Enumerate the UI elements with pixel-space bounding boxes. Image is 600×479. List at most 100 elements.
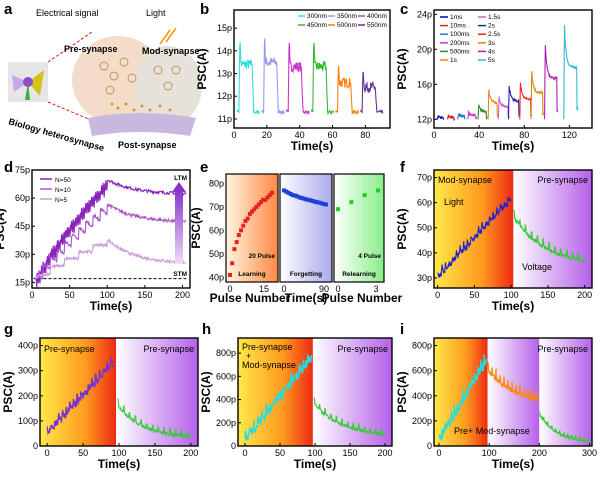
y-tick-label: 200p (412, 416, 432, 426)
y-tick-label: 60p (15, 193, 30, 203)
y-tick-label: 0 (427, 441, 432, 451)
panel-letter-d: d (4, 159, 13, 176)
y-tick-label: 45p (15, 221, 30, 231)
legend-entry: N=5 (55, 197, 67, 204)
chart-h: 0 50 100 150 200 0 200p 400p 600p 800p Time(s) PSC(… (199, 337, 393, 471)
legend-entry: 350nm (337, 13, 357, 20)
ltm-arrow-head (172, 182, 186, 192)
panel-letter-h: h (202, 321, 211, 338)
legend-entry: 2.5s (488, 31, 501, 38)
y-tick-label: 15p (217, 23, 232, 33)
series-line-500ms (477, 104, 488, 121)
data-point (241, 223, 246, 228)
data-point (310, 199, 315, 203)
x-tick-label: 300 (582, 448, 597, 458)
x-tick-label: 100 (100, 290, 115, 300)
x-axis-label: Pulse Number (210, 291, 291, 305)
series-line-200ms (467, 109, 478, 120)
label-mod-synapse: Mod-synapse (142, 46, 200, 56)
series-line-1.5s (497, 96, 510, 120)
y-tick-label: 200p (18, 391, 38, 401)
legend-entry: 400nm (367, 13, 387, 20)
x-tick-label: 100 (111, 448, 126, 458)
series-line-2s (507, 85, 521, 120)
legend-entry: 550nm (367, 22, 387, 29)
data-point (282, 188, 286, 193)
y-tick-label: 24p (417, 9, 432, 19)
plot-frame (433, 9, 593, 129)
region-label: Mod-synapse (438, 175, 492, 185)
data-point (252, 207, 257, 212)
region-background (116, 338, 198, 446)
data-point (336, 207, 340, 212)
legend-entry: 450nm (307, 22, 327, 29)
data-point (250, 209, 255, 214)
region-label: Mod-synapse (242, 360, 296, 370)
data-point (267, 193, 272, 198)
panel-letter-e: e (200, 159, 208, 176)
annotation-light: Light (444, 197, 464, 207)
region-label: Pre-synapse (337, 344, 388, 354)
label-light: Light (146, 8, 166, 18)
x-tick-label: 150 (540, 290, 555, 300)
legend-entry: 1ms (450, 14, 463, 21)
region-label-plus: + (246, 351, 251, 361)
data-point (317, 200, 322, 205)
y-tick-label: 60p (209, 225, 224, 235)
y-axis-label: PSC(A) (1, 371, 15, 412)
legend-entry: 500ms (450, 48, 470, 55)
panel-letter-a: a (4, 1, 13, 18)
y-tick-label: 0 (33, 441, 38, 451)
x-axis-label: Pulse Number (322, 291, 403, 305)
subplot-label: 4 Pulse (358, 253, 381, 260)
panel-letter-c: c (400, 1, 408, 18)
legend-entry: 200ms (450, 40, 470, 47)
series-line-4s (544, 44, 559, 120)
chart-b: 0 20 40 60 80 11p 12p 13p 14p 15p Time(s) PSC(A) 300… (195, 9, 391, 153)
y-tick-label: 400p (216, 395, 236, 405)
series-line-mod-synapse (437, 196, 512, 279)
y-tick-label: 200p (216, 418, 236, 428)
y-tick-label: 12p (217, 91, 232, 101)
chart-f: 0 50 100 150 200 30p 40p 50p 60p 70p Time(s) PSC(A)… (395, 169, 593, 313)
post-synapse-body (88, 113, 196, 136)
stm-label: STM (173, 271, 187, 278)
data-point (301, 196, 306, 201)
vesicles (99, 57, 181, 95)
y-axis-label: PSC(A) (189, 207, 203, 248)
series-line-1s (487, 89, 499, 120)
x-tick-label: 150 (147, 448, 162, 458)
series-line-400nm (285, 42, 310, 115)
data-point (232, 247, 237, 252)
y-tick-label: 20p (417, 44, 432, 54)
plot-frame (433, 169, 593, 289)
data-point (297, 195, 302, 200)
data-point (239, 228, 244, 233)
y-tick-label: 800p (216, 348, 236, 358)
region-label: Pre-synapse (143, 344, 194, 354)
data-point (324, 202, 328, 207)
x-tick-label: 100 (504, 290, 519, 300)
y-tick-label: 75p (15, 165, 30, 175)
legend-entry: N=10 (55, 187, 71, 194)
data-point (293, 193, 298, 198)
x-tick-label: 0 (231, 130, 236, 140)
y-axis-label: PSC(A) (395, 208, 409, 249)
series-line-second (117, 397, 192, 439)
plot-frame (31, 169, 191, 289)
y-tick-label: 300p (18, 366, 38, 376)
label-post-synapse: Post-synapse (118, 140, 177, 150)
y-tick-label: 13p (217, 69, 232, 79)
data-point (288, 191, 293, 196)
data-point (362, 193, 367, 198)
y-tick-label: 80p (209, 178, 224, 188)
y-axis-label: PSC(A) (395, 48, 409, 89)
x-tick-label: 0 (281, 284, 286, 294)
data-point (306, 197, 311, 202)
phase-label: Learning (238, 271, 265, 278)
x-tick-label: 50 (275, 448, 285, 458)
neuron-icon (12, 70, 44, 100)
data-point (247, 211, 252, 216)
ltm-stm-arrow (175, 190, 183, 264)
